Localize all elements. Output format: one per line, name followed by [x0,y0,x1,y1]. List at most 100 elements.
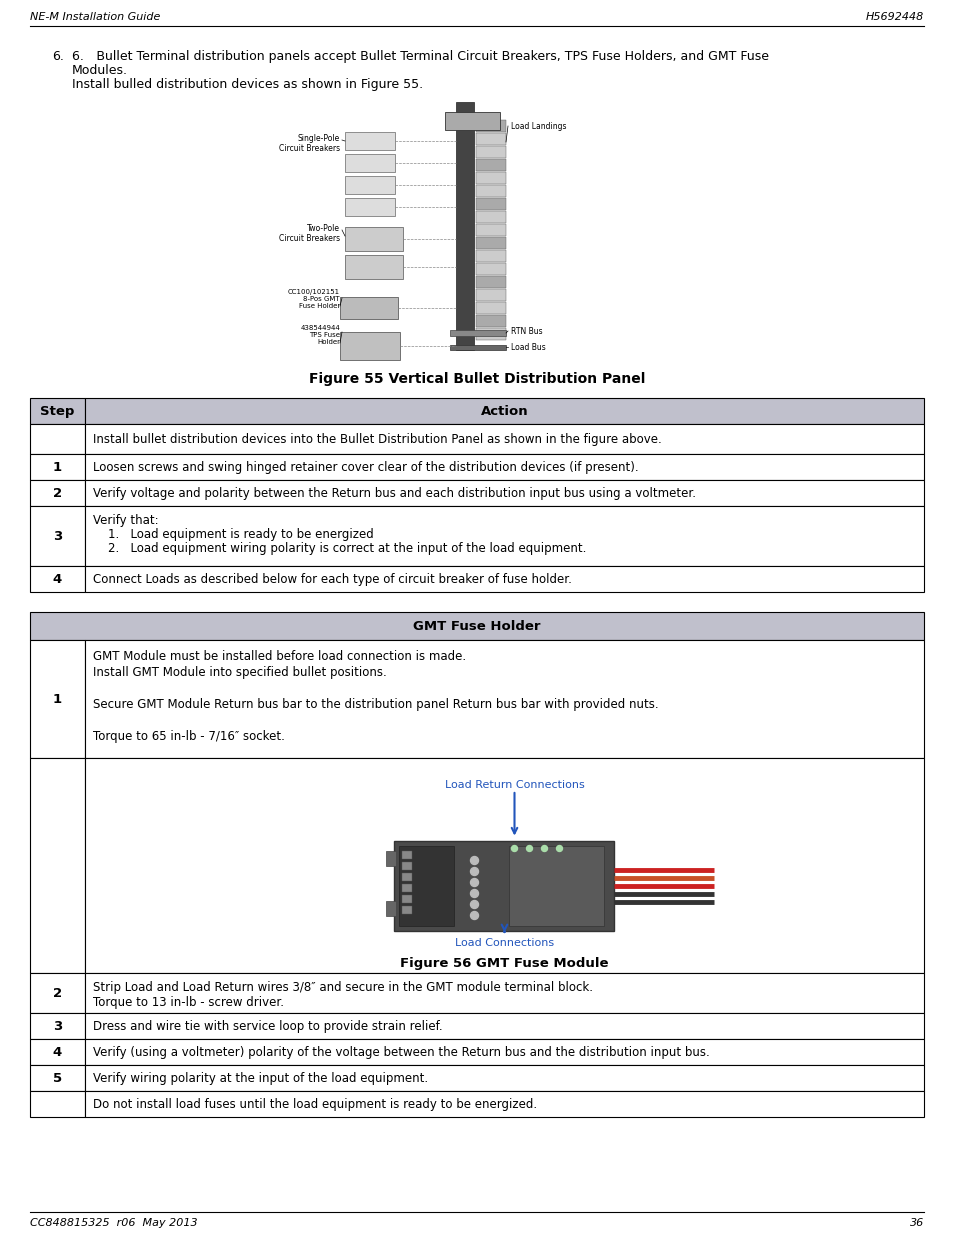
Bar [30,1013,85,1039]
Text: 6.: 6. [52,49,64,63]
Bar [399,846,454,925]
Bar [402,851,412,858]
Text: Verify that:: Verify that: [92,514,158,527]
Bar [85,506,923,566]
Circle shape [470,878,478,887]
Bar [395,841,614,930]
Text: Single-Pole
Circuit Breakers: Single-Pole Circuit Breakers [278,135,339,153]
Text: Torque to 65 in-lb - 7/16″ socket.: Torque to 65 in-lb - 7/16″ socket. [92,730,285,743]
Circle shape [470,900,478,909]
Text: 6. Bullet Terminal distribution panels accept Bullet Terminal Circuit Breakers, : 6. Bullet Terminal distribution panels a… [71,49,768,63]
Bar [85,454,923,480]
Bar [345,132,395,149]
Bar [30,613,923,640]
Text: H5692448: H5692448 [864,12,923,22]
Bar [85,1039,923,1065]
Circle shape [541,846,547,851]
Bar [30,424,85,454]
Bar [345,198,395,216]
Bar [476,329,505,340]
Text: Verify voltage and polarity between the Return bus and each distribution input b: Verify voltage and polarity between the … [92,487,696,500]
Text: Figure 56 GMT Fuse Module: Figure 56 GMT Fuse Module [400,957,608,969]
Bar [345,154,395,172]
Bar [345,177,395,194]
Text: 1.   Load equipment is ready to be energized: 1. Load equipment is ready to be energiz… [92,529,374,541]
Bar [476,289,505,301]
Text: 1: 1 [52,461,62,474]
Text: Two-Pole
Circuit Breakers: Two-Pole Circuit Breakers [278,224,339,243]
Circle shape [470,911,478,920]
Text: NE-M Installation Guide: NE-M Installation Guide [30,12,160,22]
Text: 2: 2 [52,987,62,1000]
Text: Load Bus: Load Bus [511,343,545,352]
Bar [476,172,505,184]
Text: CC100/102151
8-Pos GMT
Fuse Holder: CC100/102151 8-Pos GMT Fuse Holder [288,289,339,309]
Text: Connect Loads as described below for each type of circuit breaker of fuse holder: Connect Loads as described below for eac… [92,573,571,585]
Bar [85,566,923,592]
Bar [30,973,85,1013]
Text: 3: 3 [52,1020,62,1032]
Text: Verify (using a voltmeter) polarity of the voltage between the Return bus and th: Verify (using a voltmeter) polarity of t… [92,1046,709,1058]
Text: Strip Load and Load Return wires 3/8″ and secure in the GMT module terminal bloc: Strip Load and Load Return wires 3/8″ an… [92,981,593,994]
Text: 4: 4 [52,573,62,585]
Bar [30,480,85,506]
Bar [476,185,505,198]
Circle shape [511,846,517,851]
Text: 4: 4 [52,1046,62,1058]
Text: Figure 55 Vertical Bullet Distribution Panel: Figure 55 Vertical Bullet Distribution P… [309,372,644,387]
Bar [476,263,505,275]
Bar [402,905,412,914]
Text: Loosen screws and swing hinged retainer cover clear of the distribution devices : Loosen screws and swing hinged retainer … [92,461,638,474]
Circle shape [556,846,562,851]
Text: Secure GMT Module Return bus bar to the distribution panel Return bus bar with p: Secure GMT Module Return bus bar to the … [92,698,658,711]
Text: Dress and wire tie with service loop to provide strain relief.: Dress and wire tie with service loop to … [92,1020,442,1032]
Bar [386,900,396,915]
Bar [476,120,505,132]
Bar [85,640,923,758]
Circle shape [470,857,478,864]
Text: Modules.: Modules. [71,64,128,77]
Text: Load Connections: Load Connections [455,939,554,948]
Bar [339,332,399,359]
Bar [476,224,505,236]
Bar [450,345,505,350]
Bar [402,872,412,881]
Text: Do not install load fuses until the load equipment is ready to be energized.: Do not install load fuses until the load… [92,1098,537,1112]
Bar [85,973,923,1013]
Bar [476,237,505,249]
Text: RTN Bus: RTN Bus [511,327,542,336]
Bar [450,330,505,336]
Bar [339,296,397,319]
Text: GMT Module must be installed before load connection is made.: GMT Module must be installed before load… [92,650,466,663]
Circle shape [526,846,532,851]
Text: 3: 3 [52,530,62,543]
Text: Action: Action [480,405,528,417]
Bar [476,198,505,210]
Bar [30,1091,85,1116]
Text: 1: 1 [52,693,62,706]
Bar [30,640,85,758]
Text: 36: 36 [909,1218,923,1228]
Text: Install bulled distribution devices as shown in Figure 55.: Install bulled distribution devices as s… [71,78,423,91]
Bar [456,103,474,350]
Text: CC848815325  r06  May 2013: CC848815325 r06 May 2013 [30,1218,197,1228]
Bar [476,315,505,327]
Bar [402,862,412,869]
Bar [85,480,923,506]
Bar [30,506,85,566]
Bar [30,758,85,973]
Circle shape [470,867,478,876]
Text: GMT Fuse Holder: GMT Fuse Holder [413,620,540,634]
Text: Load Return Connections: Load Return Connections [444,781,584,790]
Text: Install GMT Module into specified bullet positions.: Install GMT Module into specified bullet… [92,666,386,679]
Bar [30,1065,85,1091]
Bar [30,398,85,424]
Bar [85,398,923,424]
Bar [476,303,505,314]
Bar [345,254,402,279]
Bar [509,846,604,925]
Bar [85,1065,923,1091]
Bar [85,1091,923,1116]
Bar [476,146,505,158]
Bar [402,883,412,892]
